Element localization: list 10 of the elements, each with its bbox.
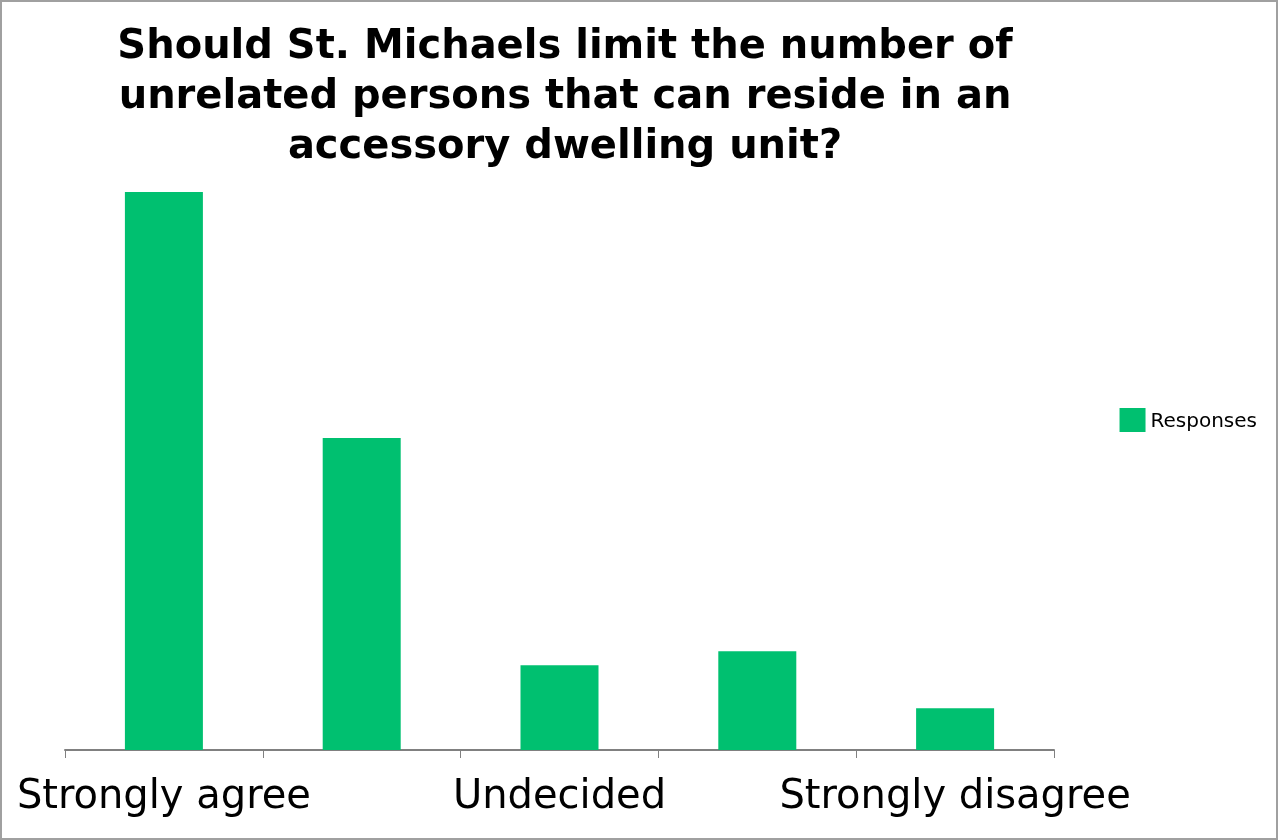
bar xyxy=(124,192,203,750)
x-tick-label: Strongly agree xyxy=(16,771,311,817)
bar xyxy=(322,438,401,750)
bar xyxy=(916,708,995,750)
bar xyxy=(520,665,599,750)
bar xyxy=(718,651,797,750)
x-tick-label: Strongly disagree xyxy=(779,771,1131,817)
chart-title: Should St. Michaels limit the number of unrelated persons that can reside in an accessory dwelling unit? xyxy=(117,21,1014,167)
x-tick-label: Undecided xyxy=(452,771,667,817)
legend-label: Responses xyxy=(1150,408,1258,432)
